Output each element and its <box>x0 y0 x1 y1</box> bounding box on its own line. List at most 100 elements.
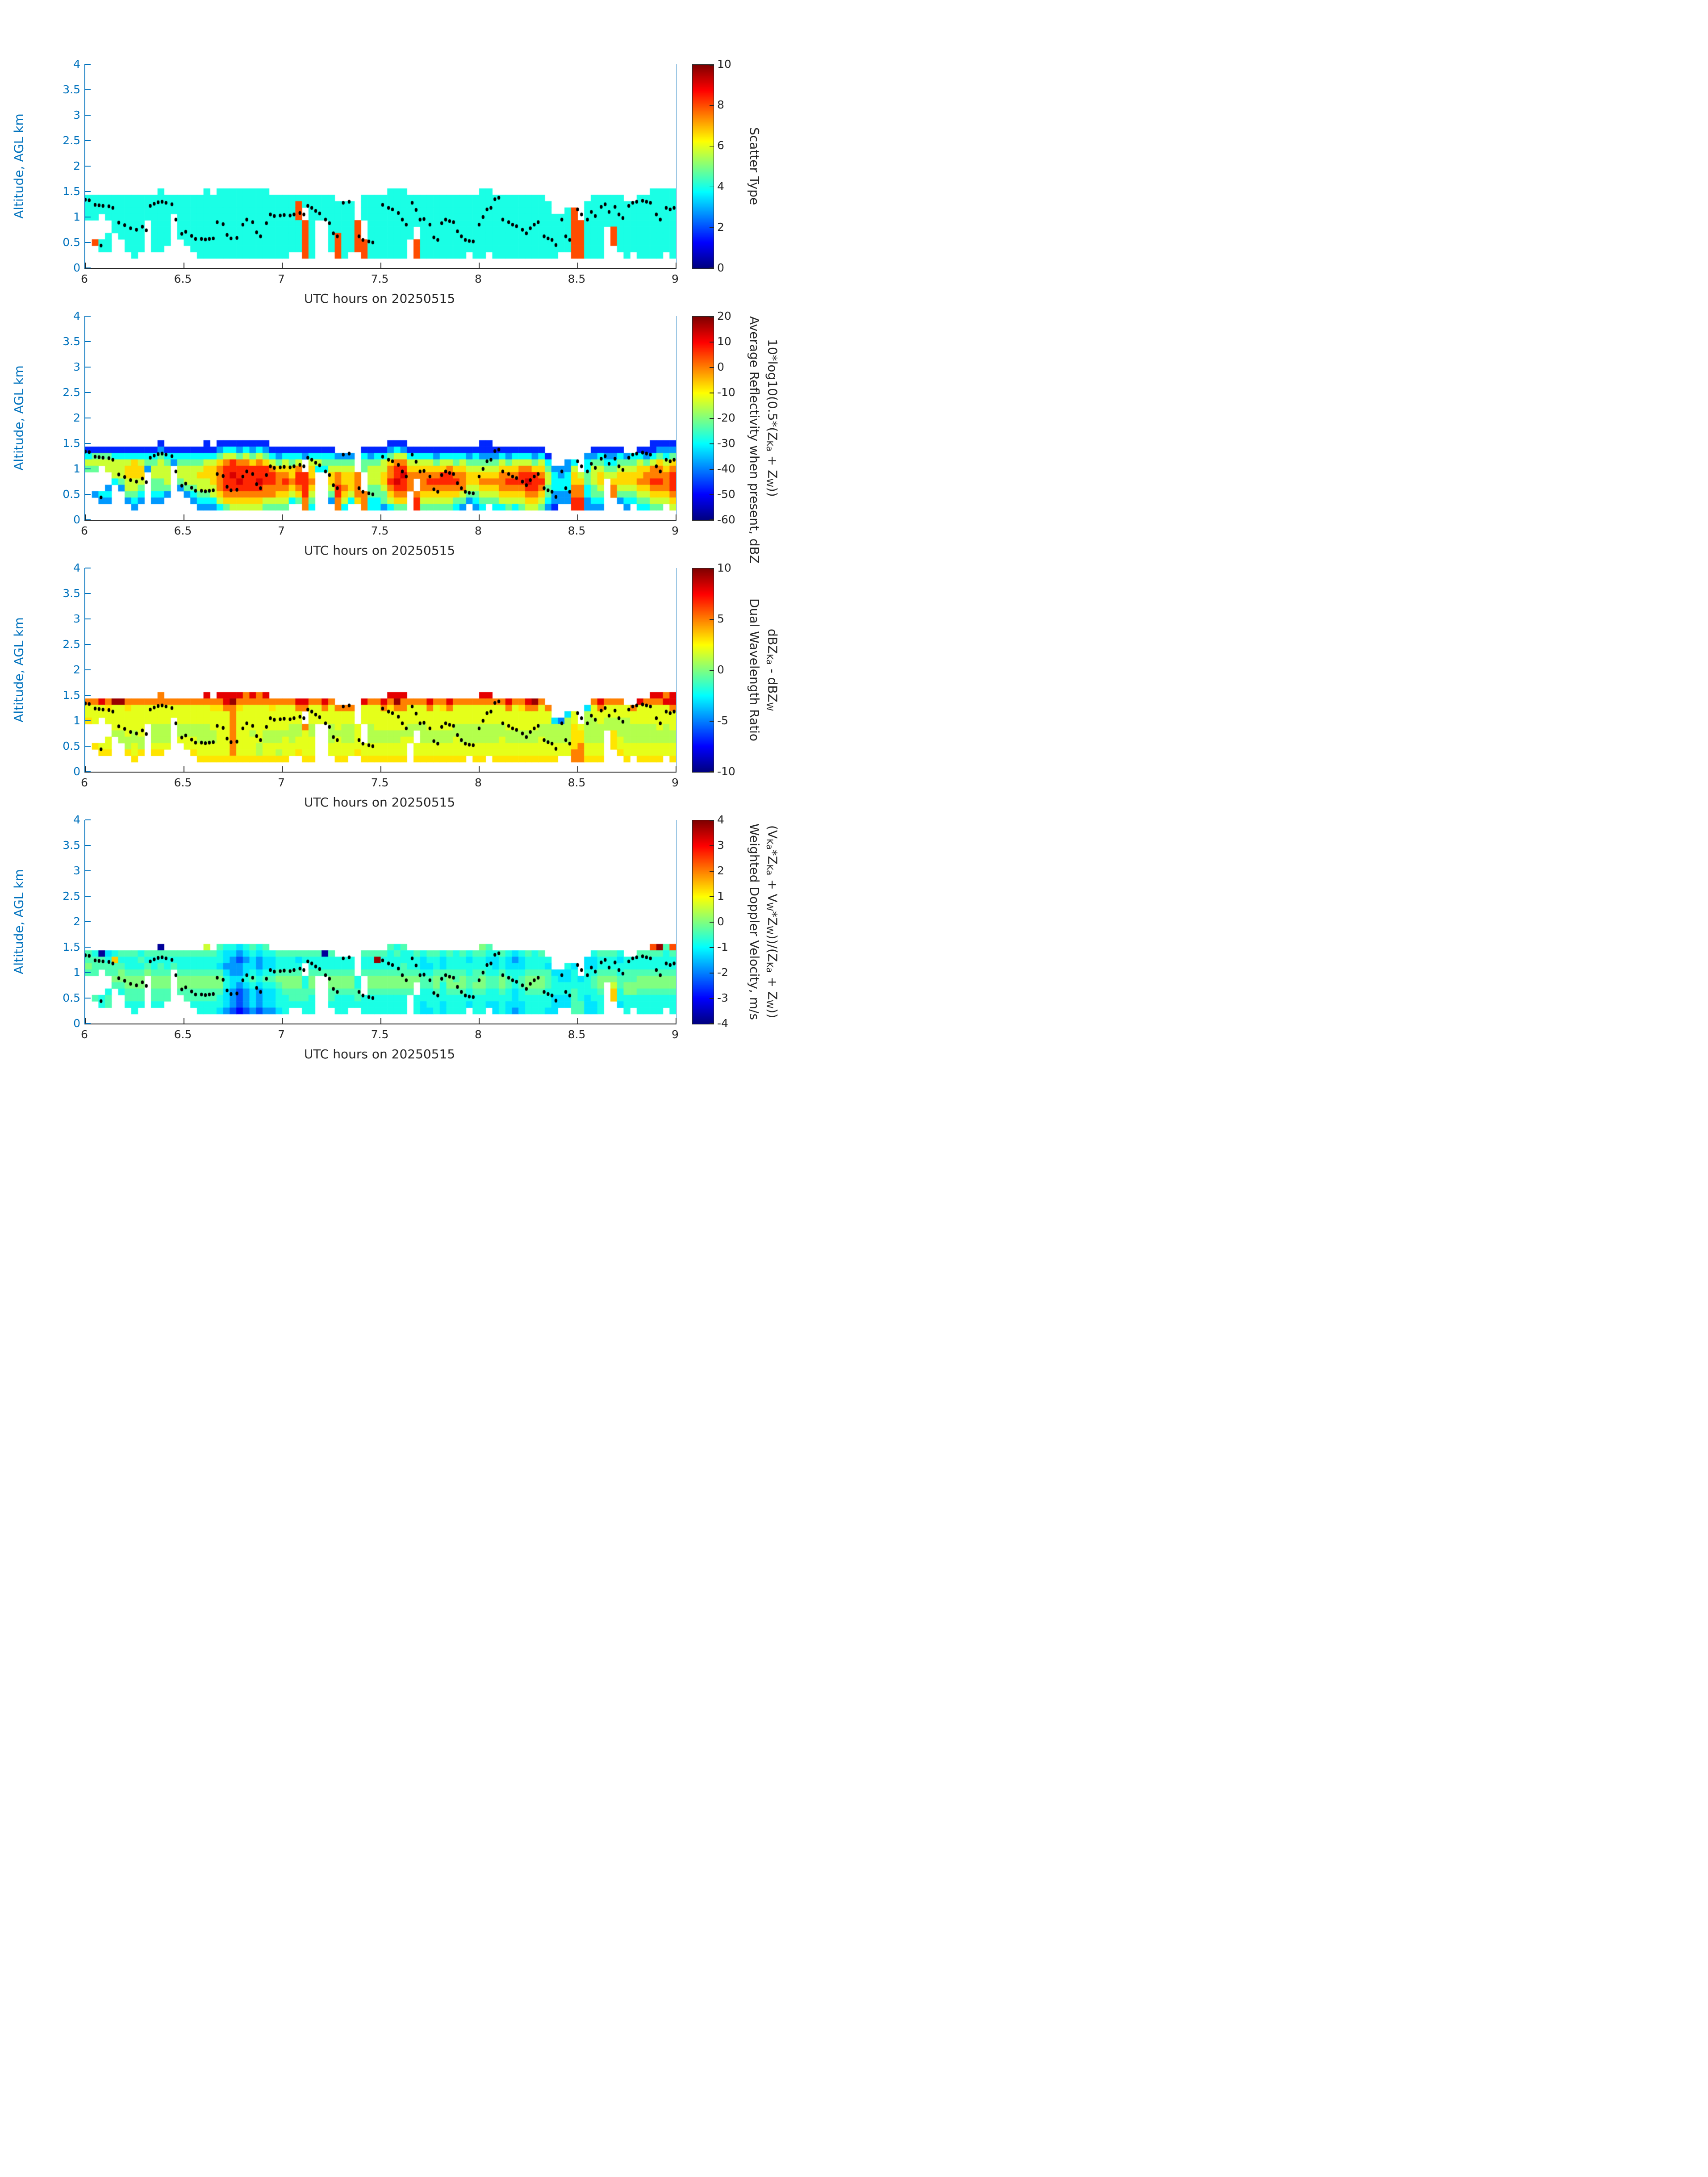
y-tick-mark <box>85 720 91 721</box>
plot-area <box>84 568 677 773</box>
x-tick-mark <box>479 514 480 520</box>
y-tick-mark <box>85 669 91 670</box>
colorbar <box>692 316 714 521</box>
colorbar-tick-mark <box>710 186 714 188</box>
colorbar-tick-mark <box>710 367 714 368</box>
y-tick-mark <box>85 746 91 747</box>
colorbar-tick-label: -2 <box>717 966 728 979</box>
panel-weighted-doppler-velocity: Altitude, AGL km UTC hours on 20250515 W… <box>0 814 854 1072</box>
colorbar-tick-label: 6 <box>717 139 724 152</box>
plot-area <box>84 819 677 1024</box>
y-tick-mark <box>85 115 91 116</box>
x-tick-mark <box>577 1018 578 1024</box>
panel-average-reflectivity: Altitude, AGL km UTC hours on 20250515 A… <box>0 310 854 568</box>
colorbar-label-line2: 10*log10(0.5*(ZKa + ZW)) <box>764 339 780 497</box>
x-tick-label: 8.5 <box>568 1028 586 1041</box>
y-tick-label: 2 <box>73 915 80 928</box>
x-tick-label: 9 <box>672 776 679 789</box>
x-tick-label: 6.5 <box>174 524 192 537</box>
colorbar-tick-label: -1 <box>717 940 728 953</box>
x-tick-mark <box>380 263 381 268</box>
y-axis-label: Altitude, AGL km <box>11 113 26 219</box>
y-tick-label: 0 <box>73 765 80 778</box>
y-tick-mark <box>85 845 91 846</box>
colorbar-tick-mark <box>710 973 714 974</box>
plot-area <box>84 316 677 521</box>
x-tick-label: 7.5 <box>371 776 389 789</box>
colorbar-tick-label: 10 <box>717 561 731 574</box>
heatmap-canvas <box>85 316 676 520</box>
y-tick-label: 4 <box>73 813 80 826</box>
y-tick-label: 3.5 <box>63 335 80 348</box>
x-tick-mark <box>282 1018 283 1024</box>
x-axis-label: UTC hours on 20250515 <box>304 1047 455 1061</box>
panel-scatter-type: Altitude, AGL km UTC hours on 20250515 S… <box>0 58 854 316</box>
y-tick-label: 3.5 <box>63 83 80 96</box>
x-tick-label: 7.5 <box>371 524 389 537</box>
colorbar-tick-label: -30 <box>717 437 735 450</box>
y-axis-label: Altitude, AGL km <box>11 869 26 974</box>
colorbar <box>692 64 714 269</box>
y-tick-label: 3 <box>73 864 80 877</box>
plot-area <box>84 64 677 269</box>
colorbar-tick-mark <box>710 771 714 772</box>
y-tick-mark <box>85 166 91 167</box>
colorbar-tick-mark <box>710 619 714 620</box>
x-tick-label: 6 <box>81 524 88 537</box>
x-tick-mark <box>380 514 381 520</box>
x-tick-label: 8.5 <box>568 272 586 285</box>
colorbar-tick-label: 5 <box>717 612 724 625</box>
x-tick-label: 8 <box>475 1028 482 1041</box>
colorbar-tick-label: -5 <box>717 714 728 727</box>
colorbar-gradient <box>693 65 714 268</box>
y-tick-mark <box>85 341 91 342</box>
x-tick-label: 6 <box>81 272 88 285</box>
y-tick-label: 1.5 <box>63 940 80 953</box>
heatmap-canvas <box>85 64 676 268</box>
x-tick-label: 7 <box>278 1028 285 1041</box>
colorbar-tick-label: 0 <box>717 663 724 676</box>
colorbar-tick-mark <box>710 820 714 821</box>
colorbar-tick-label: 20 <box>717 309 731 322</box>
colorbar-tick-mark <box>710 494 714 495</box>
colorbar-tick-mark <box>710 65 714 66</box>
y-tick-mark <box>85 316 91 317</box>
colorbar-tick-mark <box>710 418 714 419</box>
colorbar-tick-label: -3 <box>717 991 728 1004</box>
colorbar-tick-label: -50 <box>717 488 735 501</box>
x-tick-mark <box>85 766 86 772</box>
x-tick-mark <box>676 263 677 268</box>
colorbar-label-line2: (VKa*ZKa + VW*ZW))/(ZKa + ZW)) <box>764 825 780 1019</box>
colorbar-label-line1: Weighted Doppler Velocity, m/s <box>747 823 762 1020</box>
y-tick-label: 1.5 <box>63 689 80 702</box>
y-tick-label: 2 <box>73 159 80 172</box>
colorbar-tick-mark <box>710 721 714 722</box>
y-tick-label: 1.5 <box>63 185 80 198</box>
y-tick-label: 2.5 <box>63 890 80 903</box>
x-tick-label: 8 <box>475 524 482 537</box>
colorbar-tick-label: -10 <box>717 386 735 399</box>
colorbar-tick-mark <box>710 947 714 948</box>
y-tick-mark <box>85 618 91 619</box>
x-axis-label: UTC hours on 20250515 <box>304 543 455 558</box>
colorbar-tick-label: 1 <box>717 890 724 903</box>
colorbar-tick-mark <box>710 871 714 872</box>
y-tick-label: 2 <box>73 663 80 676</box>
colorbar-tick-label: 10 <box>717 58 731 71</box>
y-tick-mark <box>85 392 91 393</box>
y-tick-label: 4 <box>73 309 80 322</box>
y-tick-mark <box>85 695 91 696</box>
y-tick-mark <box>85 140 91 141</box>
y-tick-mark <box>85 89 91 90</box>
x-tick-label: 7.5 <box>371 1028 389 1041</box>
y-tick-mark <box>85 519 91 520</box>
x-tick-mark <box>577 514 578 520</box>
y-tick-label: 2 <box>73 411 80 424</box>
y-tick-mark <box>85 267 91 268</box>
colorbar-label-line1: Scatter Type <box>747 127 762 205</box>
x-tick-label: 6 <box>81 1028 88 1041</box>
x-tick-mark <box>479 766 480 772</box>
y-axis-label: Altitude, AGL km <box>11 365 26 471</box>
y-tick-label: 3.5 <box>63 839 80 852</box>
x-tick-mark <box>85 514 86 520</box>
